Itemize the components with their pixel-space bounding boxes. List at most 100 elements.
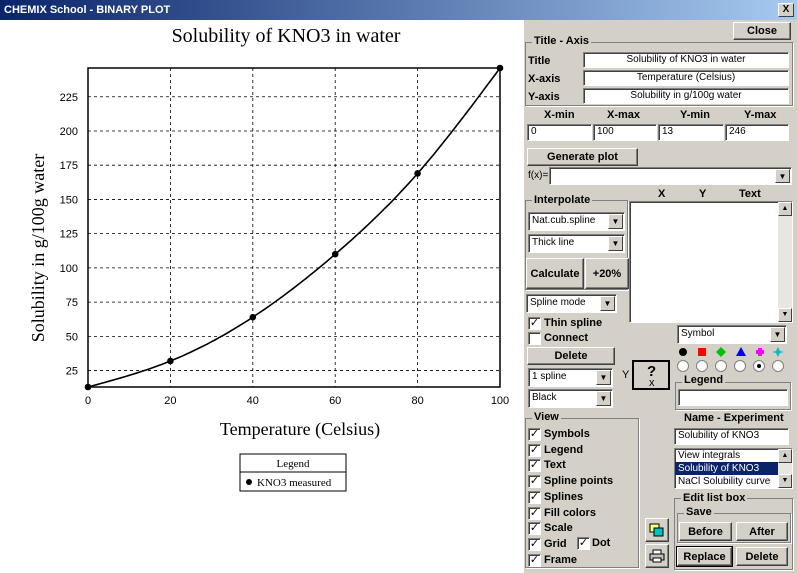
copy-image-icon [649, 523, 664, 537]
help-button[interactable]: Y ? x [620, 358, 672, 394]
view-grid-label: Grid [544, 537, 567, 550]
y-axis-input[interactable]: Solubility in g/100g water [583, 88, 789, 104]
experiment-list-scrollbar[interactable]: ▲ ▼ [778, 449, 792, 488]
x-axis-input[interactable]: Temperature (Celsius) [583, 70, 789, 86]
legend-title: Legend [277, 458, 310, 470]
save-header: Save [684, 506, 714, 518]
list-item[interactable]: NaCl Solubility curve [678, 476, 771, 487]
circle-symbol-icon[interactable] [679, 348, 687, 356]
view-grid-checkbox[interactable]: ✓ [528, 537, 541, 551]
line-style-select[interactable]: Thick line ▼ [528, 234, 625, 253]
help-box: ? x [632, 360, 670, 390]
plus-symbol-icon[interactable] [756, 348, 764, 356]
symbol-radio-5[interactable] [753, 360, 765, 372]
title-axis-group [525, 42, 793, 106]
y-tick-label: 75 [66, 297, 78, 309]
window-title: CHEMIX School - BINARY PLOT [4, 4, 171, 16]
square-symbol-icon[interactable] [698, 348, 706, 356]
data-point [84, 383, 92, 391]
chevron-down-icon[interactable]: ▼ [600, 296, 615, 311]
view-group [525, 418, 639, 568]
star-symbol-icon[interactable] [772, 347, 784, 357]
chevron-down-icon[interactable]: ▼ [596, 391, 611, 406]
scroll-up-icon[interactable]: ▲ [778, 449, 792, 463]
view-fill-colors-checkbox[interactable]: ✓ [528, 506, 541, 520]
scroll-down-icon[interactable]: ▼ [778, 308, 792, 322]
view-text-checkbox[interactable]: ✓ [528, 459, 541, 473]
generate-plot-button[interactable]: Generate plot [527, 148, 638, 166]
table-scrollbar[interactable]: ▲ ▼ [778, 202, 792, 322]
x-min-header: X-min [544, 109, 575, 121]
edit-list-header: Edit list box [681, 492, 748, 504]
symbol-radio-4[interactable] [734, 360, 746, 372]
table-header-x: X [658, 188, 666, 200]
spline-number-select[interactable]: 1 spline ▼ [528, 368, 613, 387]
x-max-input[interactable]: 100 [593, 124, 657, 141]
symbol-radio-1[interactable] [677, 360, 689, 372]
save-before-button[interactable]: Before [679, 522, 732, 541]
copy-image-button[interactable] [645, 518, 669, 542]
y-axis-label-text: Y-axis [528, 91, 560, 103]
view-splines-checkbox[interactable]: ✓ [528, 490, 541, 504]
chevron-down-icon[interactable]: ▼ [770, 327, 785, 342]
delete-list-button[interactable]: Delete [736, 547, 788, 566]
y-max-input[interactable]: 246 [725, 124, 789, 141]
plus-20-percent-button[interactable]: +20% [585, 258, 629, 289]
window-close-icon[interactable]: X [778, 3, 794, 17]
symbol-radio-6[interactable] [772, 360, 784, 372]
symbol-radio-3[interactable] [715, 360, 727, 372]
experiment-list[interactable]: View integrals Solubility of KNO3 NaCl Sol… [674, 448, 793, 489]
close-button[interactable]: Close [733, 22, 791, 40]
legend-input[interactable] [678, 389, 788, 406]
view-spline-points-label: Spline points [544, 475, 614, 488]
replace-button[interactable]: Replace [676, 546, 733, 567]
symbol-radio-2[interactable] [696, 360, 708, 372]
thin-spline-label: Thin spline [544, 317, 603, 329]
view-fill-colors-label: Fill colors [544, 506, 596, 519]
chevron-down-icon[interactable]: ▼ [596, 370, 611, 385]
fx-select[interactable]: ▼ [549, 167, 792, 185]
view-frame-label: Frame [544, 553, 578, 566]
interpolation-method-select[interactable]: Nat.cub.spline ▼ [528, 212, 625, 231]
y-min-input[interactable]: 13 [658, 124, 724, 141]
delete-spline-button[interactable]: Delete [527, 347, 615, 365]
view-legend-checkbox[interactable]: ✓ [528, 443, 541, 457]
calculate-button[interactable]: Calculate [526, 258, 584, 289]
title-input[interactable]: Solubility of KNO3 in water [583, 52, 789, 68]
x-min-input[interactable]: 0 [527, 124, 592, 141]
triangle-symbol-icon[interactable] [736, 347, 746, 356]
view-symbols-label: Symbols [544, 428, 590, 440]
save-group [677, 513, 791, 543]
list-item[interactable]: Solubility of KNO3 [675, 462, 792, 475]
print-button[interactable] [645, 544, 669, 568]
thin-spline-checkbox[interactable]: ✓ [528, 317, 541, 330]
y-min-header: Y-min [680, 109, 710, 121]
title-axis-header: Title - Axis [532, 35, 592, 47]
tick-labels: 0 20 40 60 80 100 25 50 75 100 125 150 175 200 225 [60, 92, 510, 407]
scroll-up-icon[interactable]: ▲ [778, 202, 792, 216]
diamond-symbol-icon[interactable] [716, 347, 726, 357]
data-point [414, 170, 421, 177]
x-tick-label: 80 [411, 395, 423, 407]
data-points-table[interactable]: ▲ ▼ [629, 201, 793, 323]
save-after-button[interactable]: After [736, 522, 788, 541]
y-tick-label: 25 [66, 366, 78, 378]
connect-checkbox[interactable] [528, 332, 541, 345]
view-frame-checkbox[interactable]: ✓ [528, 553, 541, 567]
view-scale-checkbox[interactable]: ✓ [528, 522, 541, 536]
view-spline-points-checkbox[interactable]: ✓ [528, 475, 541, 489]
spline-mode-select[interactable]: Spline mode ▼ [526, 294, 617, 313]
scroll-down-icon[interactable]: ▼ [778, 474, 792, 488]
legend-header: Legend [682, 374, 726, 386]
chevron-down-icon[interactable]: ▼ [608, 236, 623, 251]
chevron-down-icon[interactable]: ▼ [608, 214, 623, 229]
color-select[interactable]: Black ▼ [528, 389, 613, 408]
symbol-select[interactable]: Symbol ▼ [677, 325, 787, 344]
y-tick-label: 100 [60, 263, 78, 275]
chevron-down-icon[interactable]: ▼ [775, 169, 790, 183]
list-item[interactable]: View integrals [678, 450, 741, 461]
view-symbols-checkbox[interactable]: ✓ [528, 428, 541, 441]
experiment-name-input[interactable]: Solubility of KNO3 [674, 428, 789, 445]
dot-checkbox[interactable]: ✓ [577, 537, 590, 550]
x-axis-label-text: X-axis [528, 73, 561, 85]
